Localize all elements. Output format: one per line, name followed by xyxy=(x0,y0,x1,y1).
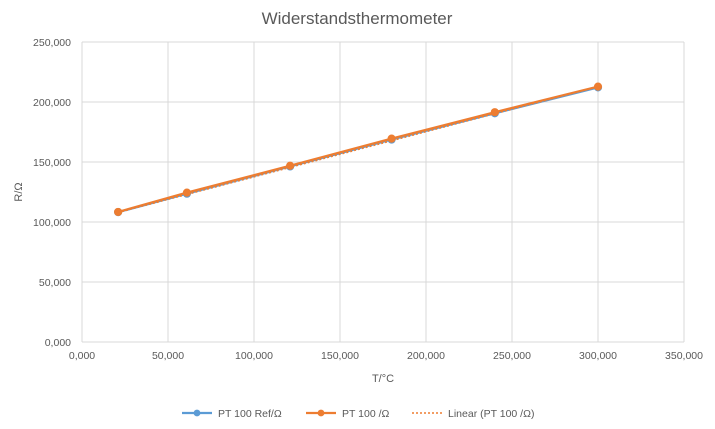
x-tick-label: 300,000 xyxy=(579,350,617,362)
legend-marker-1 xyxy=(317,409,325,417)
x-tick-label: 350,000 xyxy=(665,350,703,362)
trendline-series-2 xyxy=(117,85,599,214)
legend-label-0: PT 100 Ref/Ω xyxy=(218,408,282,420)
x-tick-label: 250,000 xyxy=(493,350,531,362)
y-tick-label: 100,000 xyxy=(33,217,71,229)
x-tick-label: 200,000 xyxy=(407,350,445,362)
legend-marker-0 xyxy=(193,409,201,417)
x-tick-label: 150,000 xyxy=(321,350,359,362)
legend-label-1: PT 100 /Ω xyxy=(342,408,389,420)
grid-layer xyxy=(81,41,685,343)
y-axis-title: R/Ω xyxy=(13,182,25,201)
y-tick-label: 200,000 xyxy=(33,97,71,109)
axis-layer: 0,000 50,000 100,000 150,000 200,000 250,000 3… xyxy=(33,37,703,362)
series-layer xyxy=(114,82,603,217)
x-tick-label: 100,000 xyxy=(235,350,273,362)
legend: PT 100 Ref/Ω PT 100 /Ω Linear (PT 100 /Ω) xyxy=(182,408,534,420)
y-tick-label: 150,000 xyxy=(33,157,71,169)
y-tick-label: 50,000 xyxy=(39,277,71,289)
x-tick-label: 50,000 xyxy=(152,350,184,362)
data-point-series-1 xyxy=(490,108,499,117)
line-series-1 xyxy=(117,85,599,213)
y-tick-label: 0,000 xyxy=(45,337,71,349)
x-tick-label: 0,000 xyxy=(69,350,95,362)
chart-title: Widerstandsthermometer xyxy=(262,9,453,28)
y-tick-label: 250,000 xyxy=(33,37,71,49)
data-point-series-1 xyxy=(286,161,295,170)
legend-label-2: Linear (PT 100 /Ω) xyxy=(448,408,534,420)
x-axis-title: T/°C xyxy=(372,373,394,385)
